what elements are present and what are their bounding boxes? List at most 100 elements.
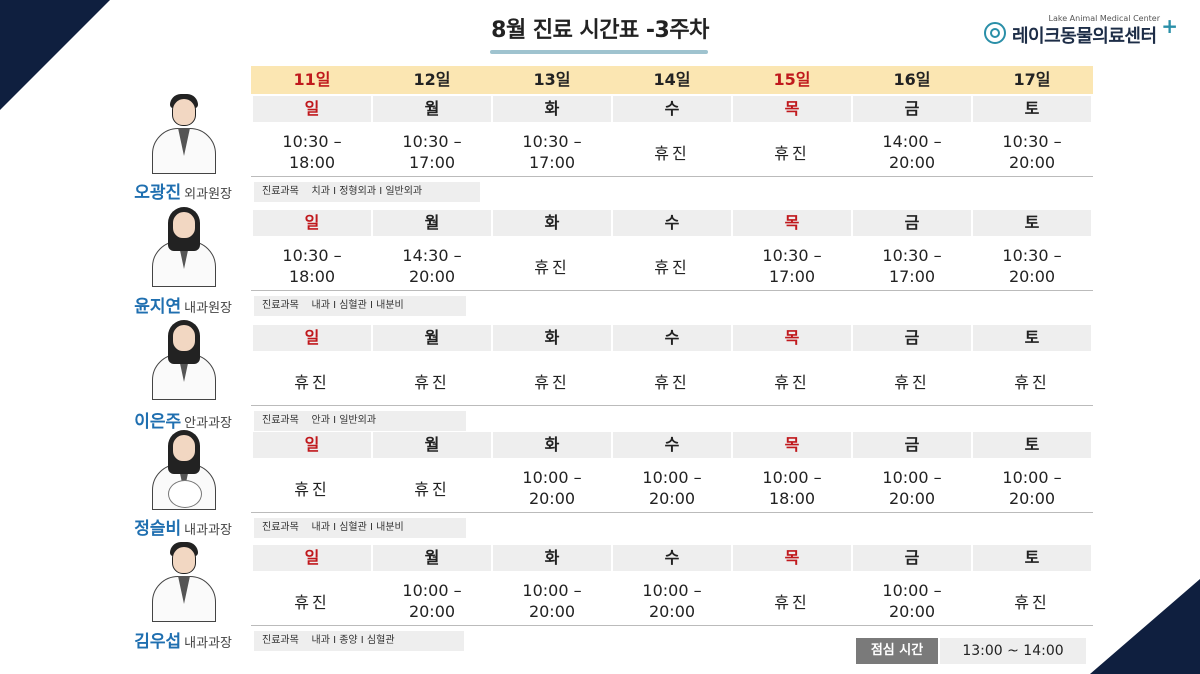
title-rest: 진료 시간표 -3주차 (525, 18, 709, 43)
weekday-cell: 화 (493, 325, 611, 351)
hours-cell: 10:00 – 20:00 (402, 581, 462, 621)
hours-closed: 휴진 (894, 373, 930, 392)
weekday-cell: 월 (373, 210, 491, 236)
row-divider (251, 290, 1093, 291)
weekday-cell: 금 (853, 96, 971, 122)
weekday-cell: 일 (253, 325, 371, 351)
hours-closed: 휴진 (774, 144, 810, 163)
weekday-cell: 일 (253, 96, 371, 122)
weekday-cell: 토 (973, 545, 1091, 571)
weekday-cell: 목 (733, 432, 851, 458)
doctor-role: 내과과장 (184, 636, 232, 651)
plus-icon: + (1161, 14, 1178, 38)
weekday-cell: 화 (493, 432, 611, 458)
hours-cell: 10:30 – 18:00 (282, 246, 342, 286)
row-divider (251, 512, 1093, 513)
date-cell: 11일 (293, 70, 331, 89)
hours-cell: 10:00 – 20:00 (522, 581, 582, 621)
title-underline (490, 50, 708, 54)
doctor-role: 외과원장 (184, 187, 232, 202)
doctor-role: 내과과장 (184, 523, 232, 538)
doctor-role: 내과원장 (184, 301, 232, 316)
weekday-cell: 수 (613, 325, 731, 351)
hours-closed: 휴진 (774, 593, 810, 612)
hours-cell: 10:30 – 18:00 (282, 132, 342, 172)
weekday-cell: 금 (853, 545, 971, 571)
weekday-cell: 월 (373, 96, 491, 122)
weekday-cell: 월 (373, 325, 491, 351)
row-divider (251, 176, 1093, 177)
doctor-name-text: 김우섭 (134, 632, 182, 652)
doctor-portrait (144, 92, 224, 174)
hours-cell: 10:30 – 20:00 (1002, 246, 1062, 286)
specialty-bar: 진료과목 내과 I 심혈관 I 내분비 (254, 296, 466, 316)
specialty-bar: 진료과목 내과 I 심혈관 I 내분비 (254, 518, 466, 538)
logo-korean-text: 레이크동물의료센터 (1012, 26, 1157, 47)
hours-cell: 10:00 – 18:00 (762, 468, 822, 508)
weekday-cell: 일 (253, 545, 371, 571)
weekday-cell: 화 (493, 545, 611, 571)
doctor-name-text: 이은주 (134, 412, 182, 432)
doctor-role: 안과과장 (184, 416, 232, 431)
weekday-cell: 목 (733, 210, 851, 236)
hours-closed: 휴진 (294, 593, 330, 612)
hours-cell: 10:30 – 17:00 (762, 246, 822, 286)
doctor-name: 윤지연 내과원장 (134, 292, 232, 317)
weekday-cell: 토 (973, 96, 1091, 122)
doctor-portrait (144, 540, 224, 622)
doctor-name: 오광진 외과원장 (134, 178, 232, 203)
weekday-cell: 수 (613, 545, 731, 571)
doctor-name-text: 정슬비 (134, 519, 182, 539)
logo-english-text: Lake Animal Medical Center (1048, 14, 1160, 23)
hours-closed: 휴진 (414, 373, 450, 392)
hours-cell: 10:30 – 17:00 (402, 132, 462, 172)
weekday-cell: 금 (853, 325, 971, 351)
hours-cell: 10:30 – 17:00 (882, 246, 942, 286)
hours-cell: 10:00 – 20:00 (642, 468, 702, 508)
dates-row: 11일 12일 13일 14일 15일 16일 17일 (251, 66, 1093, 94)
weekday-cell: 일 (253, 432, 371, 458)
weekday-cell: 수 (613, 96, 731, 122)
hours-cell: 10:30 – 20:00 (1002, 132, 1062, 172)
logo: Lake Animal Medical Center 레이크동물의료센터 + (978, 14, 1178, 50)
page-title: 8월 진료 시간표 -3주차 (0, 12, 1200, 44)
doctor-name: 정슬비 내과과장 (134, 514, 232, 539)
weekday-cell: 일 (253, 210, 371, 236)
date-cell: 17일 (1013, 70, 1051, 89)
specialty-bar: 진료과목 치과 I 정형외과 I 일반외과 (254, 182, 480, 202)
date-cell: 16일 (893, 70, 931, 89)
hours-closed: 휴진 (294, 480, 330, 499)
date-cell: 13일 (533, 70, 571, 89)
logo-mark-icon (984, 22, 1006, 44)
weekday-cell: 월 (373, 432, 491, 458)
lunch-time: 13:00 ~ 14:00 (940, 638, 1086, 664)
weekday-cell: 토 (973, 325, 1091, 351)
hours-cell: 10:30 – 17:00 (522, 132, 582, 172)
hours-closed: 휴진 (1014, 593, 1050, 612)
doctor-name-text: 오광진 (134, 183, 182, 203)
specialty-bar: 진료과목 안과 I 일반외과 (254, 411, 466, 431)
hours-closed: 휴진 (294, 373, 330, 392)
date-cell: 12일 (413, 70, 451, 89)
weekday-cell: 화 (493, 210, 611, 236)
corner-decoration-top-left (0, 0, 110, 110)
hours-closed: 휴진 (534, 258, 570, 277)
weekday-cell: 수 (613, 432, 731, 458)
weekday-cell: 토 (973, 210, 1091, 236)
hours-closed: 휴진 (654, 373, 690, 392)
corner-decoration-bottom-right (1090, 579, 1200, 674)
hours-cell: 10:00 – 20:00 (882, 468, 942, 508)
specialty-bar: 진료과목 내과 I 종양 I 심혈관 (254, 631, 464, 651)
lunch-label: 점심 시간 (856, 638, 938, 664)
weekday-cell: 수 (613, 210, 731, 236)
hours-closed: 휴진 (654, 144, 690, 163)
weekday-cell: 목 (733, 545, 851, 571)
date-cell: 14일 (653, 70, 691, 89)
doctor-portrait (144, 205, 224, 287)
weekday-cell: 화 (493, 96, 611, 122)
title-month: 8월 (491, 18, 526, 43)
weekday-cell: 금 (853, 432, 971, 458)
hours-closed: 휴진 (654, 258, 690, 277)
hours-cell: 10:00 – 20:00 (882, 581, 942, 621)
weekday-cell: 월 (373, 545, 491, 571)
